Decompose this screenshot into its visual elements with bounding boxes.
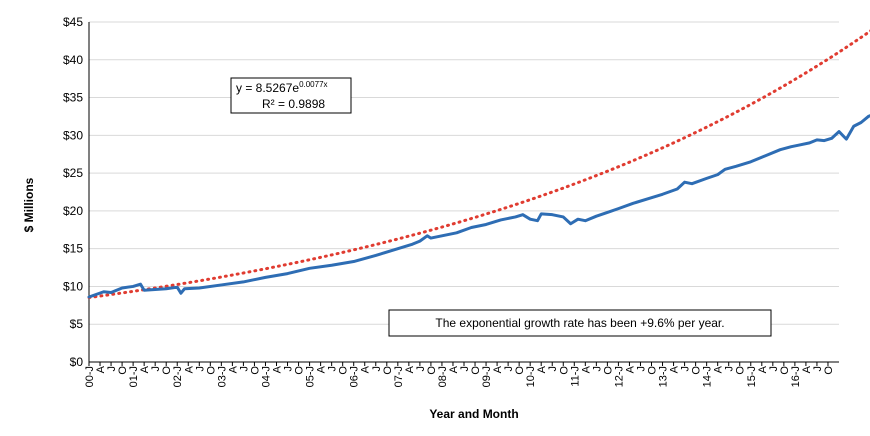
y-tick-label: $45 bbox=[63, 15, 83, 29]
x-tick-label: O bbox=[117, 366, 129, 375]
x-tick-label: J bbox=[724, 366, 736, 372]
x-tick-label: A bbox=[757, 365, 769, 373]
x-tick-label: O bbox=[647, 366, 659, 375]
x-tick-label: A bbox=[227, 365, 239, 373]
x-tick-label: A bbox=[404, 365, 416, 373]
growth-note-text: The exponential growth rate has been +9.… bbox=[435, 316, 724, 330]
y-tick-label: $5 bbox=[70, 317, 84, 331]
series-line bbox=[87, 114, 870, 299]
x-tick-label: O bbox=[602, 366, 614, 375]
x-tick-label: J bbox=[591, 366, 603, 372]
x-tick-label: A bbox=[316, 365, 328, 373]
x-tick-label: O bbox=[294, 366, 306, 375]
x-tick-label: J bbox=[194, 366, 206, 372]
x-tick-label: 00-J bbox=[84, 366, 96, 387]
x-tick-label: O bbox=[205, 366, 217, 375]
x-tick-label: A bbox=[536, 365, 548, 373]
y-tick-label: $10 bbox=[63, 279, 83, 293]
svg-text:y = 8.5267e0.0077x: y = 8.5267e0.0077x bbox=[236, 80, 328, 95]
equation-text: y = 8.5267e bbox=[236, 81, 299, 95]
x-tick-label: 06-J bbox=[349, 366, 361, 387]
x-tick-label: 04-J bbox=[260, 366, 272, 387]
x-tick-label: J bbox=[459, 366, 471, 372]
x-tick-label: 11-J bbox=[569, 366, 581, 387]
x-tick-label: 07-J bbox=[393, 366, 405, 387]
y-tick-label: $30 bbox=[63, 128, 83, 142]
x-tick-label: 03-J bbox=[216, 366, 228, 387]
x-tick-label: O bbox=[470, 366, 482, 375]
y-tick-label: $15 bbox=[63, 242, 83, 256]
x-tick-label: O bbox=[735, 366, 747, 375]
x-tick-label: O bbox=[691, 366, 703, 375]
x-tick-label: J bbox=[327, 366, 339, 372]
x-tick-label: A bbox=[801, 365, 813, 373]
x-tick-label: J bbox=[503, 366, 515, 372]
x-tick-label: 05-J bbox=[305, 366, 317, 387]
x-tick-label: O bbox=[338, 366, 350, 375]
x-tick-label: 12-J bbox=[613, 366, 625, 387]
x-tick-label: A bbox=[139, 365, 151, 373]
x-tick-label: O bbox=[823, 366, 835, 375]
x-tick-label: J bbox=[635, 366, 647, 372]
x-tick-label: 09-J bbox=[481, 366, 493, 387]
y-tick-label: $25 bbox=[63, 166, 83, 180]
y-tick-label: $0 bbox=[70, 355, 84, 369]
x-tick-label: A bbox=[624, 365, 636, 373]
x-tick-label: 02-J bbox=[172, 366, 184, 387]
series-group bbox=[87, 29, 870, 300]
x-tick-label: J bbox=[415, 366, 427, 372]
x-tick-label: J bbox=[812, 366, 824, 372]
equation-exponent: 0.0077x bbox=[299, 80, 327, 89]
x-tick-label: J bbox=[238, 366, 250, 372]
x-tick-label: J bbox=[371, 366, 383, 372]
x-tick-label: O bbox=[249, 366, 261, 375]
x-tick-label: 01-J bbox=[128, 366, 140, 387]
x-tick-label: O bbox=[779, 366, 791, 375]
x-tick-label: A bbox=[272, 365, 284, 373]
x-tick-label: A bbox=[713, 365, 725, 373]
x-tick-label: 13-J bbox=[658, 366, 670, 387]
trendline bbox=[87, 29, 870, 300]
x-tick-label: A bbox=[580, 365, 592, 373]
growth-note-box: The exponential growth rate has been +9.… bbox=[388, 309, 772, 337]
x-tick-label: O bbox=[558, 366, 570, 375]
r-squared-text: R² = 0.9898 bbox=[262, 97, 325, 111]
x-tick-label: A bbox=[183, 365, 195, 373]
x-tick-label: J bbox=[150, 366, 162, 372]
y-tick-label: $20 bbox=[63, 204, 83, 218]
x-tick-label: 14-J bbox=[702, 366, 714, 387]
equation-box: y = 8.5267e0.0077x R² = 0.9898 bbox=[230, 77, 352, 114]
x-tick-label: A bbox=[492, 365, 504, 373]
x-tick-label: J bbox=[106, 366, 118, 372]
x-tick-label: 16-J bbox=[790, 366, 802, 387]
y-tick-label: $40 bbox=[63, 53, 83, 67]
x-tick-label: J bbox=[283, 366, 295, 372]
x-tick-label: O bbox=[426, 366, 438, 375]
x-tick-label: O bbox=[382, 366, 394, 375]
x-tick-label: J bbox=[680, 366, 692, 372]
x-tick-label: A bbox=[448, 365, 460, 373]
x-tick-label: 15-J bbox=[746, 366, 758, 387]
x-tick-label: O bbox=[514, 366, 526, 375]
y-tick-label: $35 bbox=[63, 91, 83, 105]
x-tick-label: O bbox=[161, 366, 173, 375]
x-tick-label: 10-J bbox=[525, 366, 537, 387]
x-tick-label: J bbox=[768, 366, 780, 372]
x-tick-label: 08-J bbox=[437, 366, 449, 387]
x-tick-label: J bbox=[547, 366, 559, 372]
y-axis-title: $ Millions bbox=[22, 177, 36, 232]
x-tick-label: A bbox=[95, 365, 107, 373]
y-tick-labels: $0 $5 $10 $15 $20 $25 $30 $35 $40 $45 bbox=[63, 15, 83, 369]
x-tick-label: A bbox=[360, 365, 372, 373]
x-tick-labels: 00-J A J O 01-J A J O 02-J A J O 03-J A J O 04-J A J O 05-J A… bbox=[84, 362, 835, 387]
x-tick-label: A bbox=[669, 365, 681, 373]
x-axis-title: Year and Month bbox=[429, 407, 518, 421]
